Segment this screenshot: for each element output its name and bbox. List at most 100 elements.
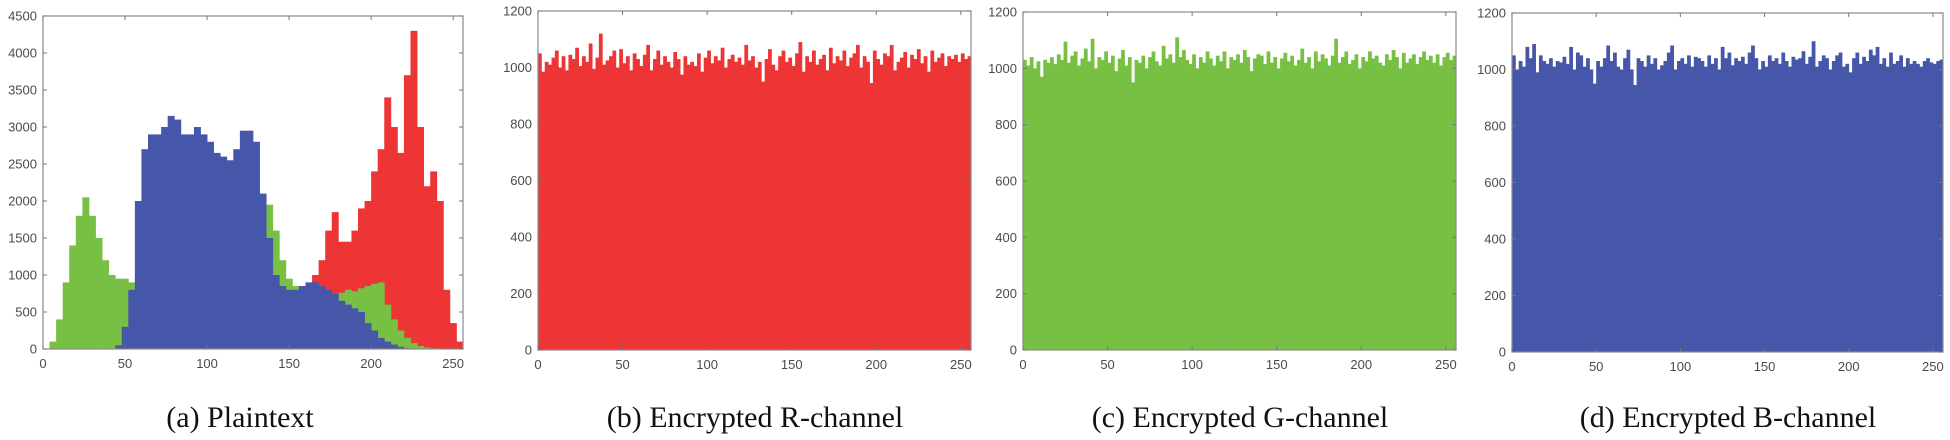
x-tick-label: 50 bbox=[1589, 359, 1603, 374]
histogram-bar bbox=[883, 53, 887, 351]
histogram-bar bbox=[1905, 58, 1910, 352]
x-tick-label: 0 bbox=[534, 357, 541, 372]
y-tick-label: 800 bbox=[510, 117, 532, 132]
histogram-bar bbox=[1195, 68, 1200, 350]
histogram-bar bbox=[1148, 57, 1152, 350]
histogram-bar bbox=[1151, 51, 1156, 351]
histogram-bar bbox=[1697, 58, 1701, 352]
histogram-bar bbox=[538, 53, 542, 351]
histogram-bar bbox=[1405, 62, 1410, 350]
histogram-bar bbox=[690, 61, 695, 350]
histogram-bar bbox=[595, 57, 600, 351]
histogram-bar bbox=[259, 193, 267, 349]
histogram-bar bbox=[312, 282, 320, 349]
histogram-bar bbox=[896, 61, 901, 350]
y-tick-label: 0 bbox=[525, 343, 532, 358]
histogram-bar bbox=[1690, 66, 1695, 353]
histogram-bar bbox=[862, 56, 867, 350]
histogram-bar bbox=[1175, 37, 1180, 350]
histogram-bar bbox=[207, 141, 215, 349]
histogram-bar bbox=[1771, 61, 1776, 352]
histogram-bar bbox=[957, 61, 962, 350]
histogram-bar bbox=[266, 238, 274, 349]
histogram-bar bbox=[751, 56, 755, 350]
histogram-bar bbox=[899, 57, 904, 351]
histogram-bar bbox=[747, 60, 752, 350]
x-tick-label: 150 bbox=[1754, 359, 1776, 374]
histogram-bar bbox=[82, 197, 90, 349]
histogram-bar bbox=[1518, 61, 1523, 352]
y-tick-label: 1000 bbox=[503, 60, 532, 75]
histogram-bar bbox=[1784, 61, 1789, 352]
histogram-bar bbox=[1892, 63, 1897, 352]
histogram-bar bbox=[1202, 62, 1207, 350]
histogram-bar bbox=[845, 66, 850, 350]
histogram-bar bbox=[1643, 66, 1648, 353]
histogram-bar bbox=[1602, 58, 1607, 352]
histogram-bar bbox=[1036, 61, 1041, 350]
histogram-bar bbox=[1744, 63, 1749, 352]
histogram-bar bbox=[1442, 57, 1447, 350]
histogram-bar bbox=[377, 337, 385, 349]
histogram-bar bbox=[403, 337, 411, 349]
histogram-bar bbox=[1848, 72, 1853, 352]
histogram-bar bbox=[1872, 55, 1877, 353]
histogram-bar bbox=[1676, 61, 1681, 352]
histogram-bar bbox=[1885, 66, 1890, 353]
histogram-bar bbox=[1378, 62, 1382, 350]
histogram-bar bbox=[351, 230, 359, 349]
histogram-bar bbox=[1767, 55, 1772, 353]
histogram-bar bbox=[737, 57, 742, 351]
histogram-bar bbox=[849, 57, 853, 351]
histogram-bar bbox=[351, 308, 359, 349]
histogram-bar bbox=[246, 130, 254, 349]
histogram-bar bbox=[1572, 69, 1577, 352]
histogram-bar bbox=[1029, 57, 1034, 350]
histogram-bar bbox=[1831, 61, 1836, 352]
histogram-bar bbox=[1161, 45, 1166, 351]
x-tick-label: 200 bbox=[1838, 359, 1860, 374]
histogram-bar bbox=[1845, 63, 1850, 352]
histogram-bar bbox=[1391, 50, 1396, 350]
histogram-bar bbox=[967, 56, 972, 350]
histogram-bar bbox=[1300, 48, 1305, 351]
x-tick-label: 50 bbox=[118, 356, 132, 371]
histogram-bar bbox=[1532, 44, 1536, 352]
histogram-bar bbox=[666, 61, 671, 350]
histogram-bar bbox=[859, 67, 864, 350]
histogram-bar bbox=[1205, 51, 1210, 351]
histogram-bar bbox=[1246, 57, 1251, 350]
histogram-bar bbox=[436, 201, 444, 349]
histogram-bar bbox=[825, 70, 830, 350]
histogram-bar bbox=[1449, 59, 1454, 350]
histogram-bar bbox=[1364, 61, 1369, 350]
histogram-bar bbox=[1774, 58, 1779, 352]
histogram-bar bbox=[937, 57, 941, 351]
histogram-bar bbox=[1862, 56, 1866, 352]
y-tick-label: 1000 bbox=[1477, 62, 1506, 77]
histogram-bar bbox=[724, 67, 728, 350]
histogram-bar bbox=[696, 53, 701, 351]
histogram-bar bbox=[1936, 61, 1941, 352]
histogram-bar bbox=[1043, 59, 1048, 350]
histogram-bar bbox=[1033, 68, 1037, 350]
histogram-bar bbox=[855, 44, 860, 351]
histogram-bar bbox=[771, 64, 776, 351]
histogram-encrypted-r: 0 50 100 150 200 250 0 200 400 600 800 1000 1200 (b) … bbox=[503, 4, 972, 435]
histogram-bar bbox=[1798, 58, 1802, 352]
histogram-bar bbox=[1168, 54, 1173, 350]
histogram-bar bbox=[239, 130, 247, 349]
histogram-bar bbox=[1683, 63, 1688, 352]
histogram-bar bbox=[656, 50, 661, 351]
histogram-bar bbox=[1912, 61, 1917, 352]
histogram-bar bbox=[669, 67, 674, 350]
histogram-bar bbox=[730, 54, 735, 350]
histogram-bar bbox=[778, 56, 782, 350]
histogram-bar bbox=[1215, 55, 1220, 350]
histogram-bar bbox=[764, 59, 769, 350]
histogram-bar bbox=[1919, 66, 1924, 353]
y-tick-label: 200 bbox=[995, 286, 1017, 301]
histogram-bar bbox=[852, 53, 857, 351]
histogram-bar bbox=[1445, 52, 1450, 351]
histogram-bar bbox=[541, 71, 546, 351]
